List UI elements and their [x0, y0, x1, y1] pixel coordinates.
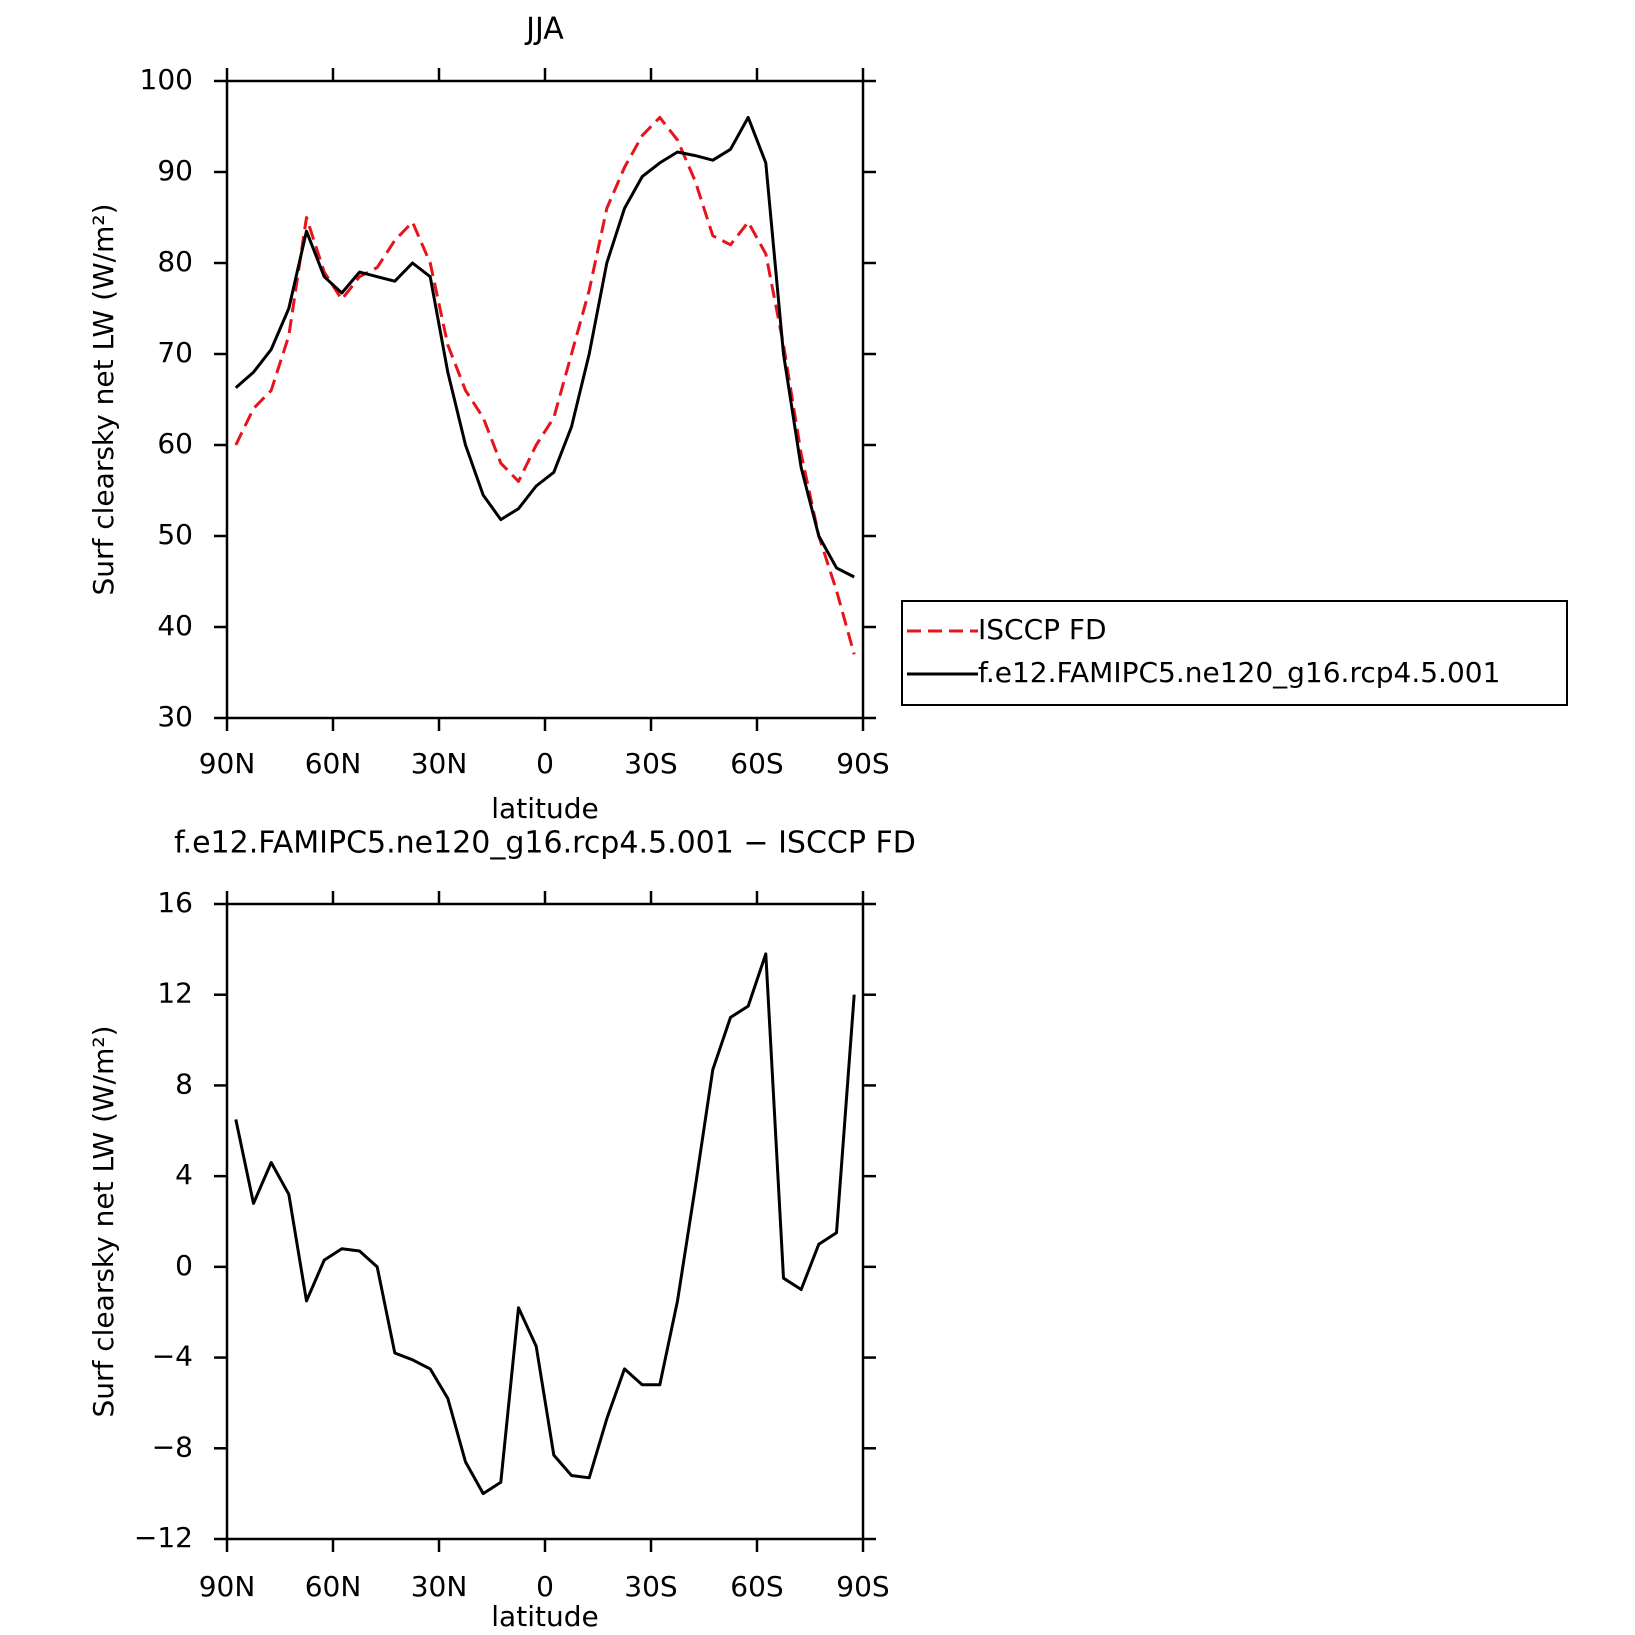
chart-title: f.e12.FAMIPC5.ne120_g16.rcp4.5.001 − ISC… — [174, 826, 916, 861]
y-tick-label: 0 — [175, 1249, 193, 1282]
y-tick-label: −4 — [152, 1340, 193, 1373]
x-tick-label: 60N — [305, 747, 362, 780]
y-tick-label: 50 — [157, 518, 193, 551]
y-tick-label: 90 — [157, 154, 193, 187]
y-tick-label: 80 — [157, 245, 193, 278]
x-tick-label: 30S — [624, 1570, 677, 1603]
y-tick-label: 12 — [157, 977, 193, 1010]
x-tick-label: 0 — [536, 1570, 554, 1603]
x-tick-label: 30N — [411, 1570, 468, 1603]
legend-label: f.e12.FAMIPC5.ne120_g16.rcp4.5.001 — [978, 656, 1500, 689]
x-tick-label: 0 — [536, 747, 554, 780]
x-axis-label: latitude — [491, 792, 598, 825]
y-axis-label: Surf clearsky net LW (W/m²) — [87, 1025, 120, 1417]
data-line — [234, 115, 855, 579]
x-tick-label: 30N — [411, 747, 468, 780]
chart-title: JJA — [524, 12, 564, 47]
y-tick-label: 4 — [175, 1158, 193, 1191]
x-tick-label: 60S — [730, 1570, 783, 1603]
y-tick-label: −12 — [134, 1521, 193, 1554]
legend-label: ISCCP FD — [978, 613, 1107, 646]
y-tick-label: 70 — [157, 336, 193, 369]
data-line — [234, 115, 856, 655]
x-axis-label: latitude — [491, 1600, 598, 1633]
y-axis-label: Surf clearsky net LW (W/m²) — [87, 203, 120, 595]
x-tick-label: 90N — [199, 1570, 256, 1603]
data-line — [234, 952, 856, 1496]
x-tick-label: 60N — [305, 1570, 362, 1603]
x-tick-label: 30S — [624, 747, 677, 780]
y-tick-label: 60 — [157, 427, 193, 460]
x-tick-label: 90S — [836, 747, 889, 780]
x-tick-label: 60S — [730, 747, 783, 780]
y-tick-label: 8 — [175, 1067, 193, 1100]
y-tick-label: 100 — [140, 63, 193, 96]
y-tick-label: 40 — [157, 609, 193, 642]
y-tick-label: 30 — [157, 700, 193, 733]
y-tick-label: −8 — [152, 1430, 193, 1463]
x-tick-label: 90N — [199, 747, 256, 780]
x-tick-label: 90S — [836, 1570, 889, 1603]
y-tick-label: 16 — [157, 886, 193, 919]
legend-box — [901, 600, 1568, 706]
